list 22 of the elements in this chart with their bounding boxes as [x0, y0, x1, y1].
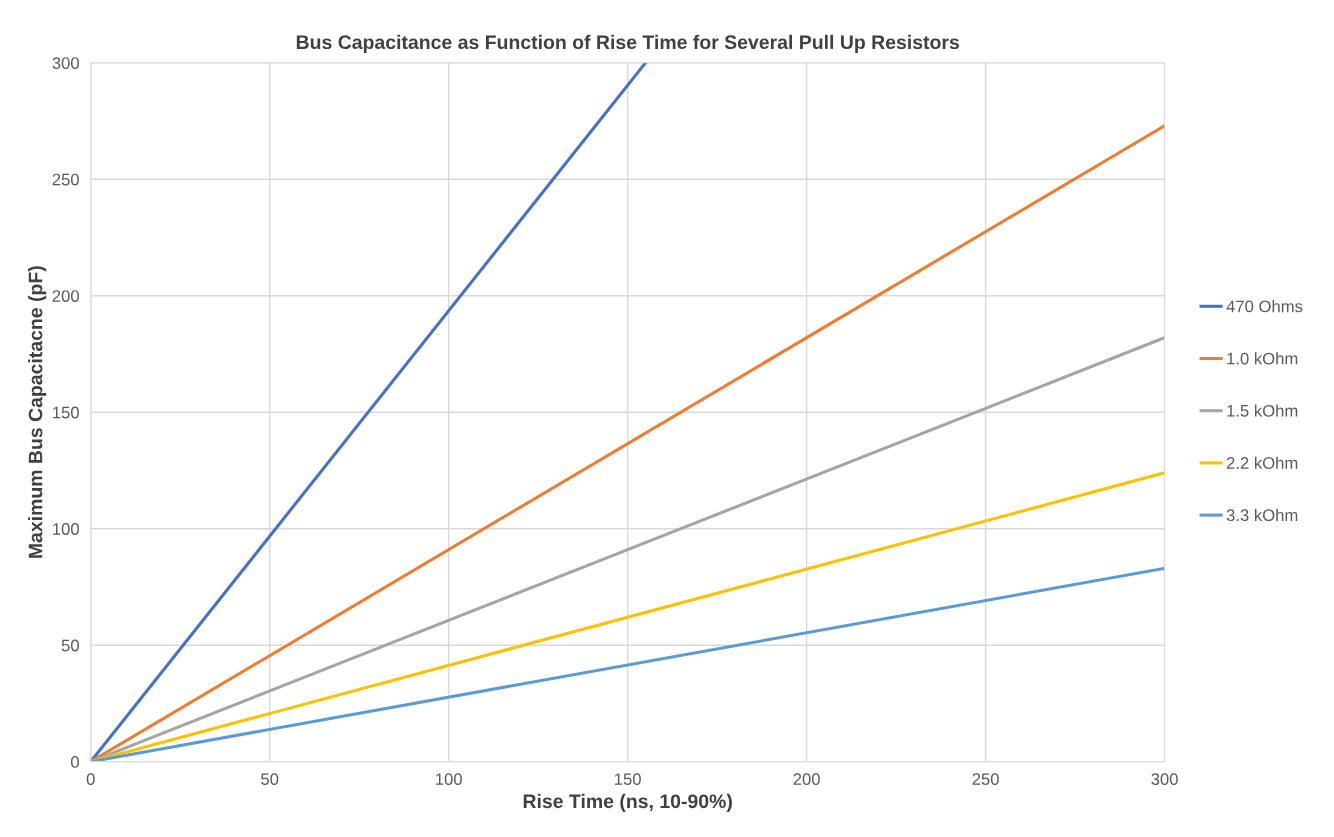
- legend-label: 1.5 kOhm: [1227, 404, 1298, 417]
- legend-label: 1.0 kOhm: [1227, 352, 1298, 365]
- x-tick-label: 0: [86, 773, 95, 786]
- y-tick-label: 300: [52, 57, 79, 69]
- y-tick-label: 100: [53, 523, 79, 535]
- x-tick-label: 250: [972, 773, 999, 786]
- x-tick-label: 200: [793, 773, 820, 786]
- x-axis-title: Rise Time (ns, 10-90%): [523, 793, 732, 812]
- y-axis-title: Maximum Bus Capacitacne (pF): [28, 266, 47, 558]
- x-tick-label: 100: [436, 773, 462, 786]
- y-tick-label: 200: [52, 290, 79, 302]
- y-tick-label: 250: [52, 173, 79, 186]
- y-tick-label: 50: [61, 639, 79, 652]
- x-tick-label: 150: [615, 773, 641, 786]
- x-tick-label: 50: [261, 773, 279, 786]
- chart-title: Bus Capacitance as Function of Rise Time for Several Pull Up Resistors: [296, 34, 959, 53]
- x-tick-label: 300: [1151, 773, 1178, 786]
- legend-label: 2.2 kOhm: [1226, 456, 1298, 469]
- legend-label: 470 Ohms: [1226, 300, 1303, 313]
- legend-label: 3.3 kOhm: [1226, 508, 1298, 522]
- y-tick-label: 0: [70, 756, 79, 768]
- y-tick-label: 150: [53, 406, 79, 419]
